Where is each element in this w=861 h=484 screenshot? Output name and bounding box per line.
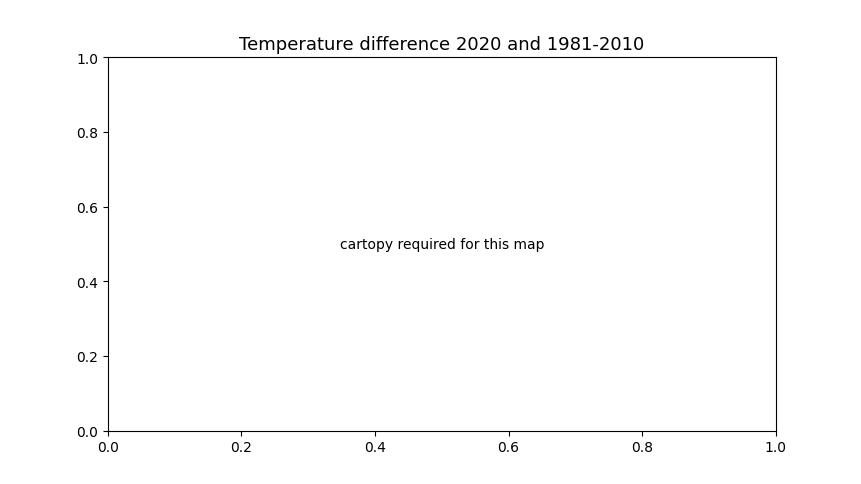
Text: cartopy required for this map: cartopy required for this map [339,238,543,251]
Title: Temperature difference 2020 and 1981-2010: Temperature difference 2020 and 1981-201… [238,36,644,54]
